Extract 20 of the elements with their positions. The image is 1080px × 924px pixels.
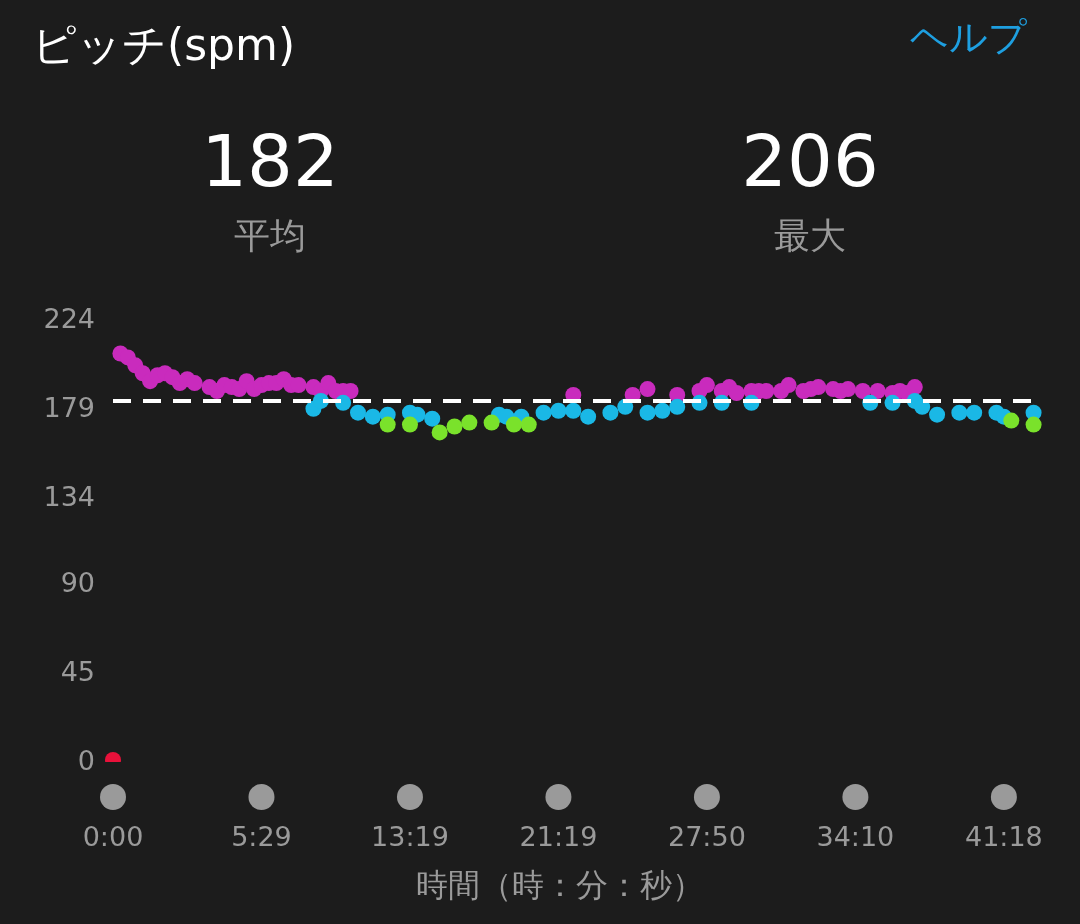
x-tick-label: 13:19 (371, 821, 449, 852)
x-tick-label: 41:18 (964, 821, 1043, 852)
y-tick-label: 224 (43, 303, 95, 334)
y-tick-label: 0 (77, 745, 95, 776)
text: 平均 (234, 215, 306, 256)
x-tick-label: 21:19 (519, 821, 598, 852)
text: 182 (201, 119, 339, 203)
text: 最大 (774, 215, 846, 256)
y-tick-label: 90 (60, 567, 95, 599)
text: 206 (741, 119, 879, 203)
x-tick-label: 34:10 (816, 821, 895, 852)
y-tick-label: 45 (60, 656, 95, 688)
x-tick-label: 0:00 (82, 821, 144, 852)
y-tick-label: 134 (43, 480, 95, 512)
x-tick-label: 27:50 (668, 821, 746, 852)
text: ヘルプ (909, 15, 1027, 59)
chart-title: ピッチ(spm) (32, 19, 296, 70)
x-axis-title: 時間（時：分：秒） (416, 866, 704, 904)
y-tick-label: 179 (43, 391, 95, 423)
x-tick-label: 5:29 (231, 821, 292, 852)
